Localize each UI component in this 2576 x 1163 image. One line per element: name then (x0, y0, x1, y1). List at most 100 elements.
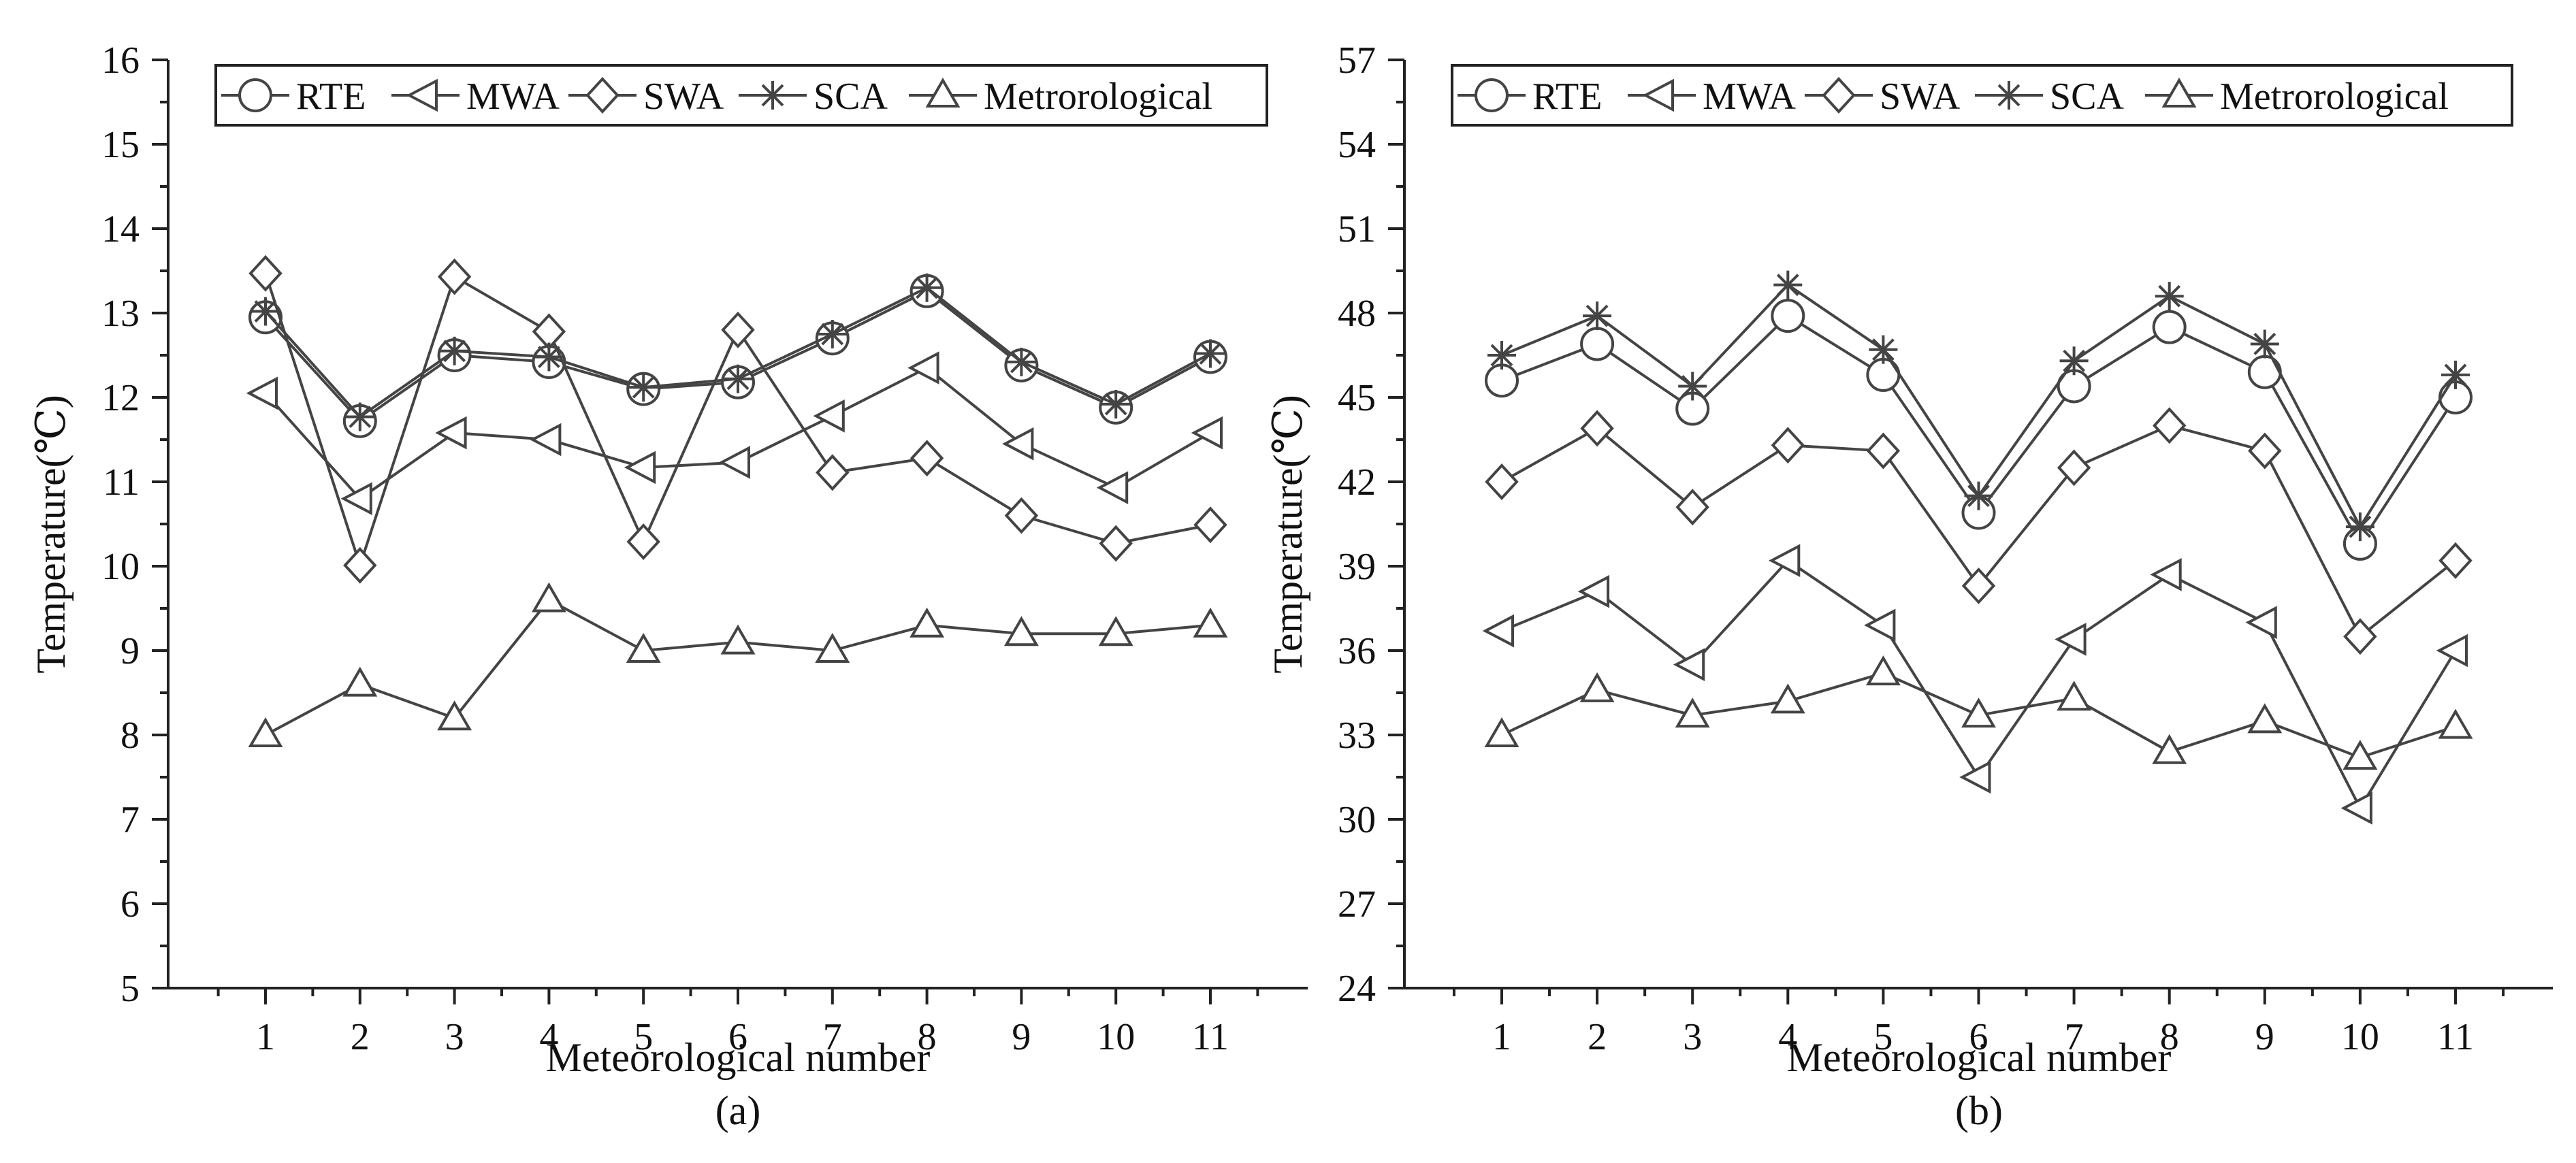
data-point (1864, 608, 1896, 642)
data-point (2436, 634, 2468, 668)
asterisk-stroke (443, 340, 466, 363)
series-sca (1487, 270, 2470, 542)
legend-item-mwa: MWA (391, 76, 560, 118)
legend-item-rte: RTE (1458, 76, 1602, 118)
legend-item-sca: SCA (739, 76, 888, 118)
data-point (815, 633, 850, 663)
data-point (248, 255, 283, 292)
data-point (2250, 329, 2279, 359)
data-point (626, 633, 661, 663)
asterisk-stroke (761, 84, 784, 107)
data-point (912, 273, 941, 302)
data-point (2152, 407, 2187, 444)
data-point (2248, 432, 2282, 470)
x-tick-label: 4 (539, 1016, 558, 1058)
x-tick-label: 11 (2437, 1016, 2474, 1058)
data-point (1964, 481, 1993, 510)
y-tick-label: 5 (120, 968, 140, 1010)
x-tick-label: 5 (634, 1016, 653, 1058)
legend-item-mwa: MWA (1628, 76, 1796, 118)
asterisk-stroke (349, 406, 372, 428)
series-line-rte (264, 289, 1211, 423)
series-rte (1485, 299, 2473, 561)
data-point (720, 624, 756, 655)
x-tick-label: 8 (918, 1016, 937, 1058)
asterisk-stroke (1776, 274, 1799, 297)
x-tick-label: 5 (1873, 1016, 1893, 1058)
data-point (1487, 341, 1516, 370)
data-point (531, 582, 566, 612)
asterisk-stroke (1010, 350, 1033, 374)
data-point (2342, 740, 2378, 770)
asterisk-stroke (1104, 393, 1127, 416)
asterisk-stroke (2158, 284, 2181, 308)
y-tick-label: 39 (1338, 546, 1376, 588)
asterisk-stroke (1681, 375, 1704, 397)
data-point (1869, 335, 1898, 364)
y-tick-label: 30 (1338, 799, 1376, 841)
data-point (1771, 427, 1805, 464)
y-tick-label: 51 (1338, 208, 1376, 250)
data-point (724, 364, 752, 393)
data-point (1004, 497, 1039, 534)
data-point (1193, 607, 1228, 638)
data-point (435, 416, 467, 450)
y-tick-label: 13 (101, 293, 140, 335)
data-point (1673, 648, 1705, 681)
data-point (2150, 558, 2182, 591)
legend-item-rte: RTE (221, 76, 366, 118)
y-tick-label: 16 (101, 39, 140, 82)
data-point (1580, 327, 1615, 361)
data-point (1580, 410, 1614, 447)
data-point (907, 351, 939, 384)
legend-label: RTE (1532, 76, 1602, 118)
y-tick-label: 12 (101, 377, 140, 419)
asterisk-stroke (821, 323, 844, 346)
data-point (1678, 372, 1707, 401)
legend-swatch-marker (2161, 78, 2197, 108)
x-tick-label: 6 (728, 1016, 747, 1058)
data-point (2057, 449, 2091, 487)
y-tick-label: 11 (103, 461, 140, 504)
asterisk-stroke (2444, 363, 2467, 387)
asterisk-stroke (1490, 344, 1513, 367)
data-point (2438, 542, 2473, 579)
data-point (2438, 708, 2473, 739)
legend-item-metrorological: Metrorological (2145, 76, 2449, 118)
asterisk-stroke (632, 376, 655, 399)
data-point (440, 336, 469, 365)
legend-swatch-marker (585, 77, 619, 114)
x-tick-label: 9 (2255, 1016, 2274, 1058)
legend-label: MWA (1703, 76, 1796, 118)
data-point (2345, 512, 2374, 542)
legend-swatch-marker (1475, 78, 1509, 112)
data-point (2155, 282, 2184, 311)
legend-item-sca: SCA (1975, 76, 2124, 118)
asterisk-stroke (1967, 485, 1990, 508)
data-point (343, 546, 377, 584)
series-mwa (246, 351, 1223, 516)
data-point (2057, 681, 2092, 711)
data-point (2441, 360, 2470, 389)
data-point (1485, 463, 1519, 500)
legend-label: RTE (296, 76, 366, 118)
data-point (626, 523, 660, 560)
x-tick-label: 2 (351, 1016, 370, 1058)
data-point (1003, 616, 1039, 646)
y-tick-label: 54 (1338, 124, 1376, 166)
data-point (248, 717, 283, 747)
legend-swatch-marker (758, 81, 787, 110)
series-sca (251, 273, 1225, 431)
y-tick-label: 8 (120, 715, 140, 757)
y-tick-label: 9 (120, 630, 140, 672)
x-tick-label: 8 (2160, 1016, 2179, 1058)
data-point (2059, 346, 2089, 376)
data-point (1770, 683, 1805, 714)
data-point (246, 376, 278, 410)
data-point (2340, 791, 2372, 825)
y-tick-label: 57 (1338, 39, 1376, 82)
legend-item-swa: SWA (1805, 76, 1961, 118)
data-point (909, 440, 944, 477)
x-tick-label: 2 (1588, 1016, 1607, 1058)
